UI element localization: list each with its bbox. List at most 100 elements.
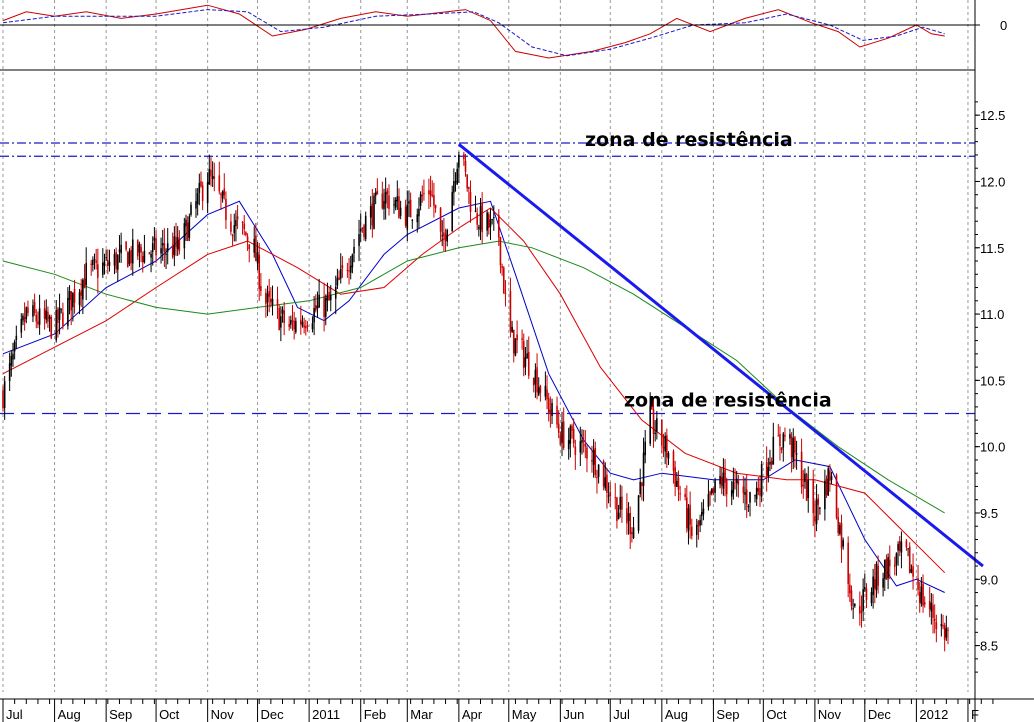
moving-averages — [2, 200, 946, 593]
candle-body — [745, 489, 748, 505]
candle-body — [928, 601, 931, 610]
candle-body — [830, 476, 833, 480]
candle-body — [586, 447, 588, 459]
candle-body — [32, 305, 34, 317]
candle-body — [201, 185, 204, 201]
candle-body — [649, 405, 651, 444]
candle-body — [256, 252, 259, 264]
candle-body — [68, 291, 71, 301]
candle-body — [265, 292, 267, 304]
oscillator-line — [2, 4, 945, 59]
y-tick-label: 8.5 — [980, 639, 998, 654]
candle-body — [679, 493, 681, 495]
candle-body — [815, 499, 818, 525]
candle-body — [363, 225, 365, 237]
moving-average-line — [2, 240, 945, 514]
x-tick-label: 2012 — [919, 707, 948, 722]
candle-body — [183, 223, 186, 249]
x-tick-label: Oct — [159, 707, 180, 722]
candle-body — [210, 169, 212, 176]
trendline-group — [457, 143, 984, 568]
candle-body — [562, 421, 565, 449]
candle-body — [70, 291, 73, 311]
candle-body — [875, 563, 878, 591]
candle-body — [324, 298, 327, 317]
candle-body — [827, 468, 830, 496]
candle-body — [777, 435, 780, 437]
candle-body — [567, 440, 570, 450]
candle-body — [735, 478, 738, 484]
candle-body — [230, 221, 232, 232]
candle-body — [509, 290, 512, 332]
x-tick-label: Nov — [818, 707, 842, 722]
candle-body — [304, 326, 307, 329]
candle-body — [674, 467, 676, 487]
candle-body — [744, 491, 746, 495]
candle-body — [329, 294, 332, 301]
candle-body — [255, 235, 257, 262]
candle-body — [642, 452, 645, 486]
x-tick-label: Jul — [613, 707, 630, 722]
candle-body — [115, 252, 117, 270]
candle-body — [338, 277, 340, 280]
candle-body — [537, 387, 540, 395]
candle-body — [328, 291, 330, 301]
candle-body — [900, 541, 903, 553]
candle-body — [396, 196, 399, 202]
candle-body — [539, 386, 542, 393]
candle-body — [161, 243, 164, 246]
candle-body — [208, 169, 211, 185]
candle-body — [466, 174, 468, 189]
candle-body — [171, 245, 174, 258]
y-tick-label: 11.0 — [980, 307, 1004, 322]
candle-body — [719, 475, 721, 485]
candle-body — [73, 288, 76, 303]
x-tick-label: Sep — [716, 707, 739, 722]
candle-body — [349, 265, 352, 273]
x-tick-label: Mar — [410, 707, 433, 722]
candle-body — [725, 479, 728, 495]
candle-body — [501, 266, 503, 268]
candle-body — [714, 480, 716, 493]
candle-body — [676, 481, 678, 487]
candle-body — [13, 341, 16, 352]
candle-body — [712, 487, 715, 494]
candle-body — [451, 191, 454, 232]
downtrend-line — [457, 143, 984, 568]
candle-body — [444, 234, 447, 241]
candle-body — [388, 195, 390, 209]
candle-body — [27, 307, 29, 314]
candle-body — [236, 216, 239, 220]
candle-body — [301, 321, 304, 326]
candle-body — [10, 355, 13, 366]
candle-body — [92, 260, 94, 266]
candle-body — [572, 428, 575, 444]
candle-body — [243, 223, 246, 230]
candle-body — [662, 446, 665, 449]
candle-body — [15, 335, 18, 341]
candle-body — [3, 381, 6, 408]
candle-body — [873, 579, 876, 589]
candle-body — [190, 204, 192, 215]
candle-body — [581, 440, 583, 443]
candle-body — [849, 584, 851, 594]
candle-body — [175, 236, 177, 248]
candle-body — [632, 527, 635, 538]
candle-body — [897, 544, 899, 551]
candle-body — [702, 508, 705, 515]
candle-body — [288, 324, 290, 327]
candle-body — [742, 486, 745, 494]
candle-body — [316, 305, 319, 309]
candle-body — [825, 478, 828, 496]
candle-body — [409, 199, 412, 218]
candle-body — [80, 290, 82, 296]
candle-body — [872, 576, 874, 595]
candle-body — [559, 435, 562, 445]
candle-body — [290, 320, 292, 325]
candle-body — [895, 553, 898, 565]
candle-body — [361, 227, 364, 229]
candle-body — [804, 473, 806, 483]
moving-average-line — [2, 207, 946, 574]
candle-body — [166, 243, 169, 252]
candle-body — [547, 398, 550, 414]
